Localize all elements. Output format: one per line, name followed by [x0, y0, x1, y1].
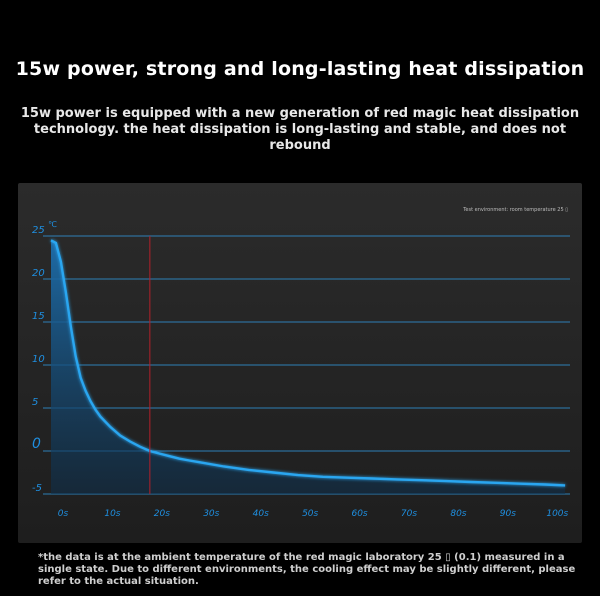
- y-tick-label: 10: [32, 354, 45, 365]
- series-line: [50, 239, 566, 487]
- y-tick-label: -5: [32, 483, 42, 494]
- x-tick-label: 80s: [450, 509, 466, 519]
- chart-panel: Test environment: room temperature 25 ▯ …: [18, 183, 582, 543]
- x-tick-label: 90s: [500, 509, 516, 519]
- footnote: *the data is at the ambient temperature …: [38, 552, 576, 587]
- test-environment-note: Test environment: room temperature 25 ▯: [463, 207, 568, 213]
- y-tick-label: 0: [32, 436, 41, 452]
- x-tick-label: 100s: [546, 509, 568, 519]
- x-tick-label: 10s: [104, 509, 120, 519]
- x-tick-label: 40s: [253, 509, 269, 519]
- x-tick-label: 30s: [203, 509, 219, 519]
- y-axis-unit-label: ℃: [48, 220, 57, 229]
- temperature-chart: -5 0 5 10 15 20 25℃ 0s 10s 20s 30s 40s 50s 60s 70s 80s 9…: [32, 220, 570, 519]
- x-tick-label: 70s: [401, 509, 417, 519]
- x-tick-label: 60s: [351, 509, 367, 519]
- headline: 15w power, strong and long-lasting heat …: [15, 58, 585, 80]
- y-tick-label: 20: [32, 268, 45, 279]
- x-tick-label: 50s: [302, 509, 318, 519]
- subheadline: 15w power is equipped with a new generat…: [20, 106, 580, 153]
- y-tick-label: 25: [32, 225, 45, 236]
- y-tick-label: 15: [32, 311, 45, 322]
- x-tick-label: 20s: [154, 509, 170, 519]
- x-tick-label: 0s: [58, 509, 69, 519]
- y-tick-label: 5: [32, 397, 38, 408]
- series-area-fill: [51, 240, 566, 494]
